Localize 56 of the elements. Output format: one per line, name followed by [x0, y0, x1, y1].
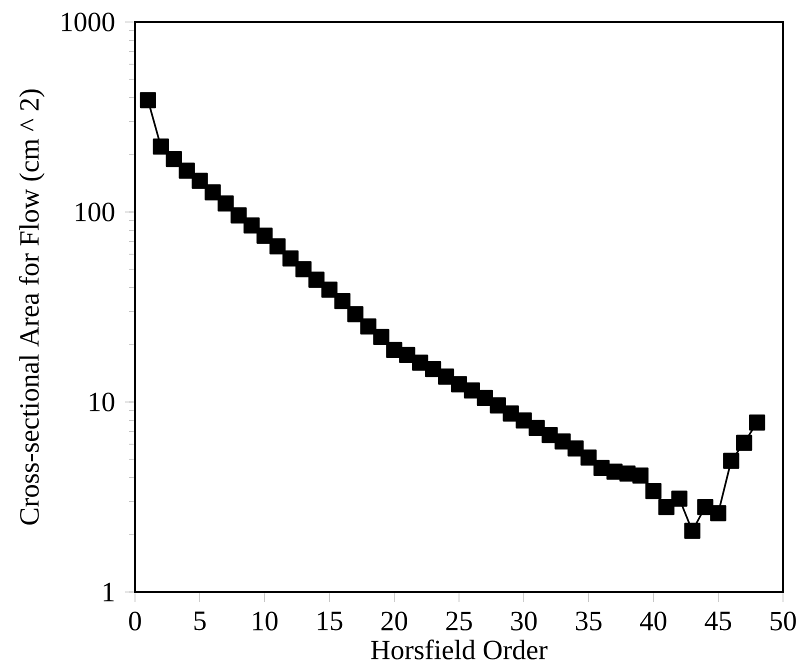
x-tick-label: 50	[770, 612, 796, 631]
point	[516, 412, 532, 428]
point	[476, 390, 493, 406]
point	[399, 346, 416, 363]
point	[464, 382, 480, 399]
y-axis-title: Cross-sectional Area for Flow (cm ^ 2)	[18, 89, 45, 525]
point	[166, 150, 182, 168]
point	[425, 361, 442, 378]
point	[658, 498, 674, 516]
point	[321, 282, 338, 298]
point	[580, 449, 597, 466]
x-axis-title: Horsfield Order	[371, 640, 548, 660]
point	[450, 376, 468, 392]
point	[244, 217, 260, 234]
x-tick-label: 20	[381, 612, 408, 631]
point	[269, 238, 286, 254]
y-tick-label: 1000	[62, 12, 114, 32]
point	[710, 505, 726, 522]
point	[490, 397, 506, 414]
point	[736, 434, 752, 451]
x-tick-label: 10	[253, 612, 278, 631]
point	[373, 328, 390, 346]
point	[347, 306, 364, 322]
point	[671, 490, 688, 507]
x-tick-label: 40	[640, 612, 666, 631]
point	[295, 261, 312, 278]
point	[645, 482, 662, 500]
point	[528, 420, 545, 436]
point	[749, 414, 766, 431]
point	[140, 92, 156, 108]
x-tick-label: 0	[129, 612, 141, 631]
point	[632, 468, 649, 484]
point	[204, 184, 221, 200]
x-tick-label: 45	[704, 612, 732, 630]
point	[684, 522, 700, 539]
point	[152, 138, 169, 155]
point	[192, 172, 208, 189]
x-tick-label: 25	[446, 612, 472, 630]
point	[723, 452, 740, 469]
y-tick-label: 10	[90, 392, 114, 412]
y-tick-label: 1	[104, 582, 114, 602]
x-tick-label: 35	[576, 612, 602, 630]
point	[230, 207, 247, 224]
point	[178, 162, 195, 179]
point	[360, 318, 376, 334]
y-tick-label: 100	[76, 202, 114, 222]
point	[256, 228, 273, 244]
x-tick-label: 5	[194, 612, 206, 630]
x-tick-label: 15	[318, 612, 342, 630]
point	[282, 250, 299, 266]
point	[438, 368, 454, 385]
point	[308, 272, 325, 288]
point	[218, 195, 234, 212]
point	[334, 292, 350, 310]
point	[568, 440, 584, 456]
x-tick-label: 30	[511, 612, 537, 631]
